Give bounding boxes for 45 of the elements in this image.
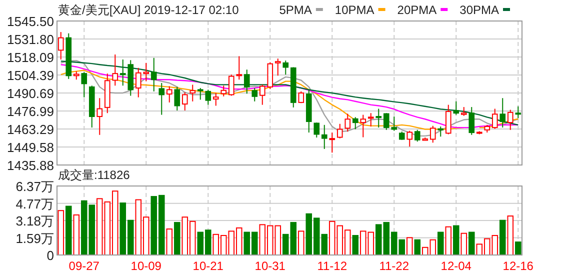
bar [174,222,180,256]
bar [73,214,80,256]
bar [406,237,413,256]
legend-label: 20PMA [397,3,437,17]
bar [414,239,421,256]
bar [507,216,514,256]
bar [445,226,452,256]
y-tick-label: 1449.58 [7,140,54,156]
y-tick-label: 1463.29 [7,122,54,137]
y-tick-label: 6.37万 [16,179,54,194]
x-tick-label: 10-31 [254,259,286,273]
y-tick-label: 1545.50 [7,14,54,29]
bar [514,242,522,256]
x-tick-label: 10-09 [130,259,162,273]
y-tick-label: 1490.69 [7,86,54,101]
bar [166,228,173,256]
y-tick-label: 1518.09 [7,50,54,66]
x-tick-label: 12-04 [440,259,472,273]
legend-label: 30PMA [460,3,499,17]
x-tick-label: 12-16 [502,259,534,273]
y-tick-label: 1435.88 [7,158,54,173]
x-tick-label: 10-21 [192,259,224,273]
y-tick-label: 3.18万 [16,214,54,229]
bar [298,230,304,256]
bar [460,232,468,256]
x-tick-label: 11-12 [317,259,348,273]
x-tick-label: 11-22 [379,259,410,273]
bar [499,220,506,256]
y-tick-label: 0 [46,248,54,263]
chart-title: 黄金/美元[XAU] 2019-12-17 02:10 [58,3,240,17]
y-tick-label: 1504.39 [7,68,54,84]
chart-title: 成交量:11826 [58,168,130,182]
y-tick-label: 1.59万 [16,230,54,246]
bar [65,206,72,256]
bar [468,232,475,256]
y-tick-label: 1476.99 [7,104,54,119]
legend-label: 5PMA [279,3,312,17]
x-tick-label: 09-27 [68,259,100,273]
bar [452,225,460,256]
bar [58,210,64,256]
y-tick-label: 1531.80 [7,32,54,47]
y-tick-label: 4.77万 [16,196,54,212]
bar [437,232,444,256]
legend-label: 10PMA [334,3,374,17]
bar [352,235,359,256]
